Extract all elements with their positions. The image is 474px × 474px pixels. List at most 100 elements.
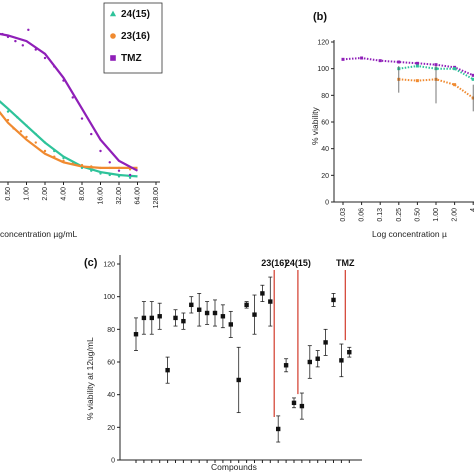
panel-a-point <box>80 117 84 120</box>
panel-a-legend-marker <box>109 10 117 17</box>
panel-a-point <box>71 96 74 99</box>
panel-a-point <box>6 35 10 39</box>
panel-b-xlabel: Log concentration µ <box>372 229 447 239</box>
panel-b-y-tick-label: 100 <box>317 66 329 73</box>
panel-a-point <box>12 127 15 130</box>
panel-c-point <box>283 363 289 368</box>
panel-a-point <box>53 155 56 158</box>
panel-a-point <box>6 110 10 113</box>
panel-a-point <box>117 175 121 178</box>
panel-a-point <box>90 169 93 172</box>
panel-c-point <box>173 315 178 321</box>
panel-c-label: (c) <box>84 257 98 269</box>
panel-a-point <box>80 163 84 167</box>
panel-a-legend: 24(15) 23(16) TMZ <box>109 9 150 64</box>
panel-a-x-tick-label: 32.00 <box>116 187 123 205</box>
panel-a-legend-label: 24(15) <box>121 9 150 20</box>
panel-c-point <box>307 359 312 365</box>
panel-c-y-tick-label: 80 <box>107 327 115 334</box>
panel-c-y-tick-label: 40 <box>107 392 115 399</box>
panel-a-point <box>128 176 132 179</box>
panel-b-point <box>453 83 457 87</box>
panel-b-y-tick-label: 20 <box>321 173 329 180</box>
panel-c-point <box>244 302 249 308</box>
panel-b-y-tick-label: 120 <box>317 40 329 47</box>
panel-b-x-tick-label: 4 <box>470 208 474 212</box>
panel-b-point <box>453 67 457 71</box>
panel-c-point <box>157 314 162 319</box>
panel-b-y-tick-label: 40 <box>321 146 329 153</box>
panel-b-point <box>397 60 401 64</box>
panel-c-y-tick-label: 0 <box>111 458 115 465</box>
panel-a-x-ticks: 0.50 1.00 2.00 4.00 8.00 16.00 32.00 64.00 128.0… <box>5 182 160 208</box>
panel-c-point <box>189 302 194 308</box>
panel-b: (b) 0 20 40 60 80 100 120 0.03 0.06 0.13 0.25 0.50… <box>310 11 474 239</box>
panel-a-point <box>21 44 24 47</box>
panel-c-point <box>299 403 305 409</box>
panel-c: (c) 0 20 40 60 80 100 120 23(16)24(15) TMZ % vi… <box>84 255 362 472</box>
panel-a-x-tick-label: 1.00 <box>24 187 31 201</box>
panel-a-legend-label: 23(16) <box>121 31 150 42</box>
panel-b-ylabel: % viability <box>310 106 320 145</box>
panel-b-x-tick-label: 0.25 <box>396 208 403 222</box>
panel-c-point <box>212 310 218 316</box>
panel-a-point <box>16 116 19 119</box>
panel-c-y-ticks: 0 20 40 60 80 100 120 <box>103 262 120 465</box>
panel-a-point <box>99 166 102 170</box>
panel-a-point <box>27 28 30 32</box>
panel-a-point <box>62 79 65 82</box>
panel-a-point <box>128 173 132 177</box>
panel-b-point <box>341 57 345 61</box>
panel-c-points <box>133 276 352 443</box>
panel-c-point <box>260 291 265 296</box>
panel-b-label: (b) <box>313 11 327 23</box>
panel-a-point <box>6 118 10 122</box>
panel-c-x-ticks <box>135 460 350 463</box>
panel-c-point <box>204 310 210 316</box>
panel-c-point <box>268 299 273 304</box>
panel-c-point <box>323 340 328 345</box>
panel-a-point <box>34 48 37 51</box>
panel-c-y-tick-label: 100 <box>103 294 115 301</box>
panel-b-points <box>341 56 474 112</box>
panel-b-series-line <box>398 64 474 81</box>
panel-a-point <box>43 56 47 60</box>
panel-c-point <box>315 356 320 361</box>
panel-a-legend-marker <box>110 55 116 61</box>
panel-a-point <box>14 39 17 43</box>
panel-a-point <box>43 149 47 153</box>
panel-a-point <box>80 166 84 170</box>
panel-b-series-line <box>342 56 474 77</box>
panel-a-point <box>62 156 65 160</box>
panel-a-point <box>34 132 37 136</box>
panel-a-point <box>128 168 132 171</box>
panel-b-x-tick-label: 0.13 <box>377 208 384 222</box>
panel-a-point <box>62 159 65 163</box>
panel-b-y-tick-label: 0 <box>325 200 329 207</box>
panel-a-point <box>108 161 111 164</box>
panel-c-point <box>252 312 257 317</box>
panel-a-x-tick-label: 0.50 <box>5 187 12 201</box>
panel-c-point <box>197 307 202 312</box>
panel-c-y-tick-label: 120 <box>103 262 115 269</box>
panel-a-point <box>108 173 111 177</box>
panel-b-y-tick-label: 60 <box>321 120 329 127</box>
panel-a-point <box>117 169 121 172</box>
panel-a-xlabel: concentration µg/mL <box>0 229 77 239</box>
panel-a-point <box>117 166 121 170</box>
panel-a-point <box>108 166 111 170</box>
panel-a-point <box>25 135 28 139</box>
panel-a-point <box>1 32 4 36</box>
panel-a-point <box>71 162 74 165</box>
panel-b-y-ticks: 0 20 40 60 80 100 120 <box>317 40 334 207</box>
panel-a-point <box>53 65 56 68</box>
panel-a-point <box>19 130 23 133</box>
panel-a-point <box>90 132 93 136</box>
panel-a-x-tick-label: 128.00 <box>153 187 160 209</box>
panel-a-point <box>90 165 93 168</box>
panel-b-point <box>378 59 382 63</box>
panel-c-y-tick-label: 60 <box>107 360 115 367</box>
panel-a-x-tick-label: 8.00 <box>79 187 86 201</box>
panel-b-x-tick-label: 0.06 <box>359 208 366 222</box>
